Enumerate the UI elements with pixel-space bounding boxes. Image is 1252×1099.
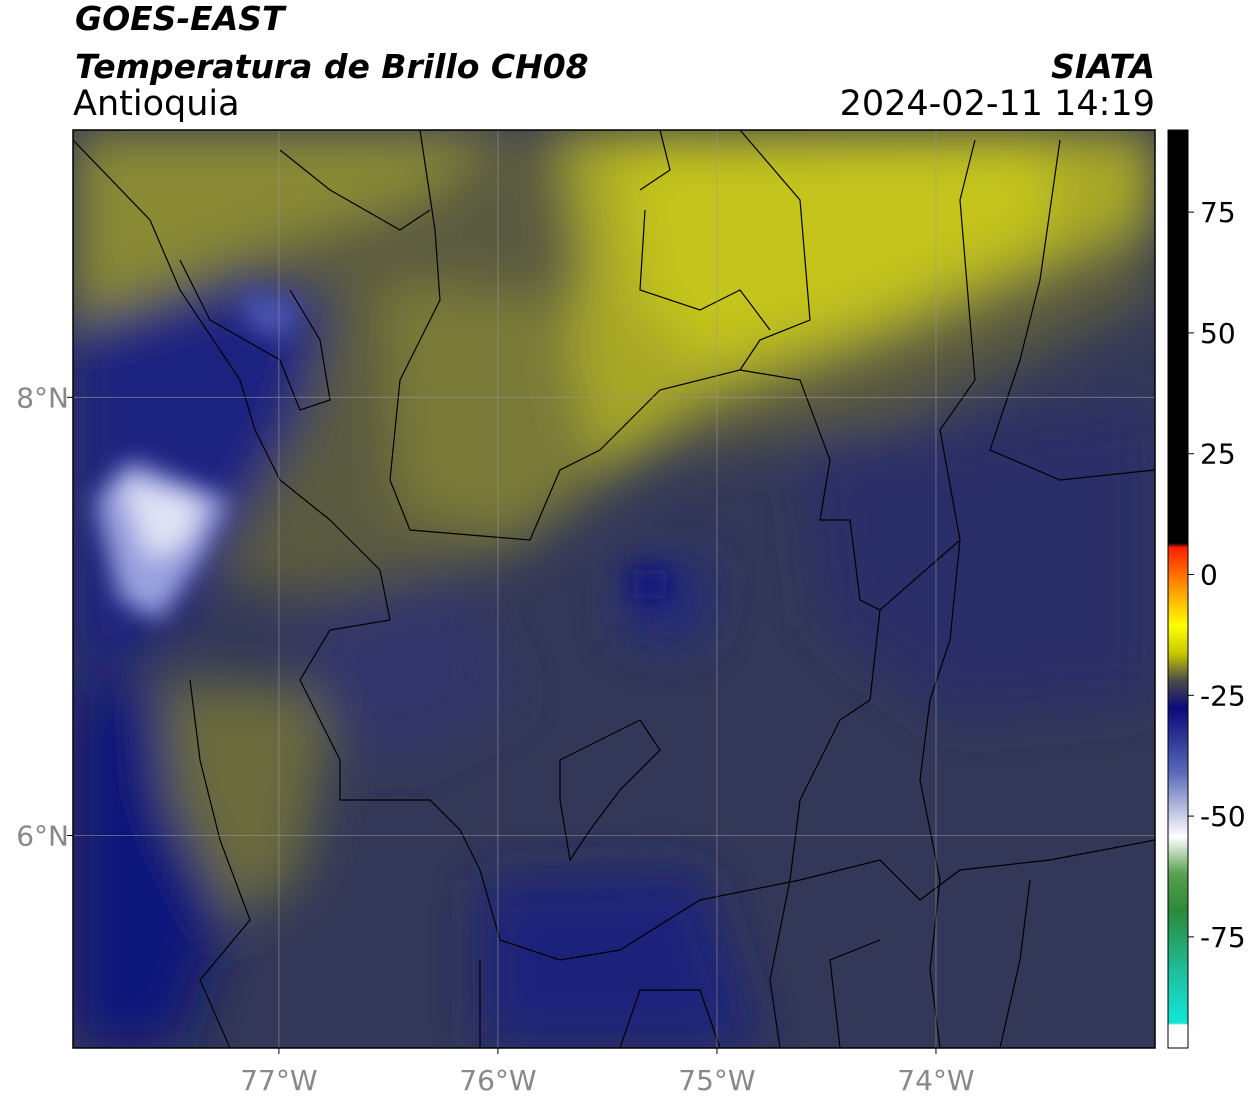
grid [73,130,1155,1048]
y-tick-label: 8°N [16,381,69,414]
colorbar-tick-label: 25 [1200,438,1236,471]
colorbar-tick-label: -25 [1200,679,1246,712]
title: GOES-EAST [75,0,287,38]
colorbar-tick-label: 0 [1200,559,1218,592]
colorbar [1167,129,1189,1049]
x-tick-label: 75°W [678,1064,755,1097]
map-frame [72,129,1156,1049]
region: Antioquia [73,84,240,124]
colorbar-tick-label: 50 [1200,317,1236,350]
colorbar-tick-label: -75 [1200,921,1246,954]
x-tick-label: 76°W [459,1064,536,1097]
subtitle: Temperatura de Brillo CH08 [75,47,589,86]
y-tick-label: 6°N [16,819,69,852]
colorbar-tick-label: 75 [1200,196,1236,229]
colorbar-tick-label: -50 [1200,800,1246,833]
x-tick-label: 77°W [240,1064,317,1097]
datetime: 2024-02-11 14:19 [840,84,1155,124]
map-image [73,130,1155,1048]
agency: SIATA [1051,47,1155,86]
borders [73,130,1155,1048]
x-tick-label: 74°W [897,1064,974,1097]
